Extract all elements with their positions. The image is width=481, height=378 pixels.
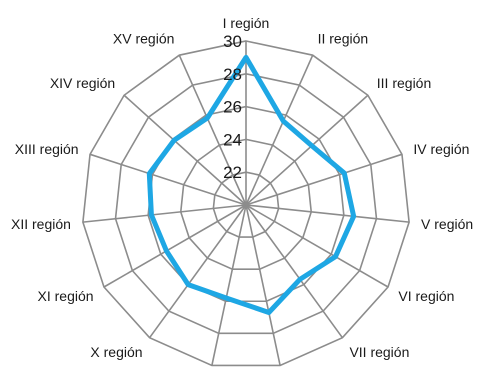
tick-label: 26 [223, 98, 242, 117]
grid-spoke [211, 204, 247, 366]
category-label: IX región [153, 375, 209, 378]
category-label: XV región [113, 31, 174, 47]
grid-spoke [245, 204, 344, 339]
series-line [146, 54, 357, 315]
tick-label: 24 [223, 130, 242, 149]
category-label: XII región [11, 216, 71, 232]
category-label: VI región [398, 288, 454, 304]
grid-ring [212, 171, 280, 238]
category-label: XI región [38, 288, 94, 304]
grid-spoke [245, 94, 369, 206]
grid-spoke [103, 204, 247, 288]
radial-tick-labels: 22 24 26 28 30 [223, 32, 242, 182]
grid-spoke [89, 153, 247, 206]
grid-spoke [123, 94, 247, 206]
category-label: III región [377, 75, 431, 91]
grid-spoke [148, 204, 247, 339]
grid-ring [179, 138, 313, 270]
tick-label: 30 [223, 32, 242, 51]
category-label: II región [318, 31, 369, 47]
category-label: IV región [413, 141, 469, 157]
radar-series-layer [146, 54, 357, 315]
grid-spoke [178, 54, 247, 206]
grid-ring [114, 72, 378, 335]
tick-label: 22 [223, 163, 242, 182]
grid-spoke [245, 54, 314, 206]
category-label: XIV región [50, 75, 115, 91]
tick-label: 28 [223, 65, 242, 84]
category-label: VIII región [283, 375, 347, 378]
category-labels: I región II región III región IV región V re… [11, 15, 473, 378]
category-label: X región [90, 344, 142, 360]
grid-spoke [245, 204, 281, 366]
category-label: V región [421, 216, 473, 232]
grid-spoke [82, 204, 247, 223]
radar-grid [82, 40, 410, 367]
grid-ring [82, 40, 410, 367]
category-label: VII región [349, 344, 409, 360]
category-label: I región [223, 15, 270, 31]
grid-spoke [245, 153, 403, 206]
grid-spoke [245, 204, 410, 223]
grid-spoke [245, 204, 389, 288]
category-label: XIII región [15, 141, 79, 157]
